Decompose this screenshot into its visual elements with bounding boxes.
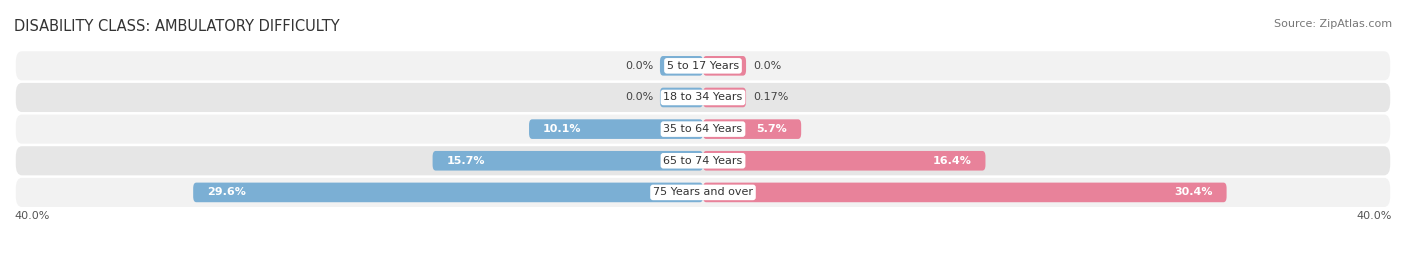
- Text: 0.0%: 0.0%: [624, 93, 652, 102]
- FancyBboxPatch shape: [659, 56, 703, 76]
- Text: 30.4%: 30.4%: [1174, 187, 1213, 197]
- FancyBboxPatch shape: [529, 119, 703, 139]
- FancyBboxPatch shape: [703, 183, 1226, 202]
- Text: 65 to 74 Years: 65 to 74 Years: [664, 156, 742, 166]
- FancyBboxPatch shape: [15, 83, 1391, 112]
- FancyBboxPatch shape: [15, 178, 1391, 207]
- Text: 40.0%: 40.0%: [14, 211, 49, 221]
- FancyBboxPatch shape: [193, 183, 703, 202]
- Text: 15.7%: 15.7%: [446, 156, 485, 166]
- Text: 5 to 17 Years: 5 to 17 Years: [666, 61, 740, 71]
- Text: 0.0%: 0.0%: [624, 61, 652, 71]
- FancyBboxPatch shape: [433, 151, 703, 171]
- FancyBboxPatch shape: [659, 88, 703, 107]
- FancyBboxPatch shape: [703, 88, 747, 107]
- FancyBboxPatch shape: [15, 51, 1391, 80]
- Text: 29.6%: 29.6%: [207, 187, 246, 197]
- FancyBboxPatch shape: [15, 146, 1391, 175]
- Text: 75 Years and over: 75 Years and over: [652, 187, 754, 197]
- Text: 0.0%: 0.0%: [754, 61, 782, 71]
- Text: 16.4%: 16.4%: [932, 156, 972, 166]
- Text: 0.17%: 0.17%: [754, 93, 789, 102]
- FancyBboxPatch shape: [703, 56, 747, 76]
- Text: 5.7%: 5.7%: [756, 124, 787, 134]
- Text: DISABILITY CLASS: AMBULATORY DIFFICULTY: DISABILITY CLASS: AMBULATORY DIFFICULTY: [14, 19, 340, 34]
- FancyBboxPatch shape: [15, 115, 1391, 144]
- Text: 40.0%: 40.0%: [1357, 211, 1392, 221]
- FancyBboxPatch shape: [703, 119, 801, 139]
- Text: Source: ZipAtlas.com: Source: ZipAtlas.com: [1274, 19, 1392, 29]
- Text: 35 to 64 Years: 35 to 64 Years: [664, 124, 742, 134]
- Text: 10.1%: 10.1%: [543, 124, 581, 134]
- Text: 18 to 34 Years: 18 to 34 Years: [664, 93, 742, 102]
- FancyBboxPatch shape: [703, 151, 986, 171]
